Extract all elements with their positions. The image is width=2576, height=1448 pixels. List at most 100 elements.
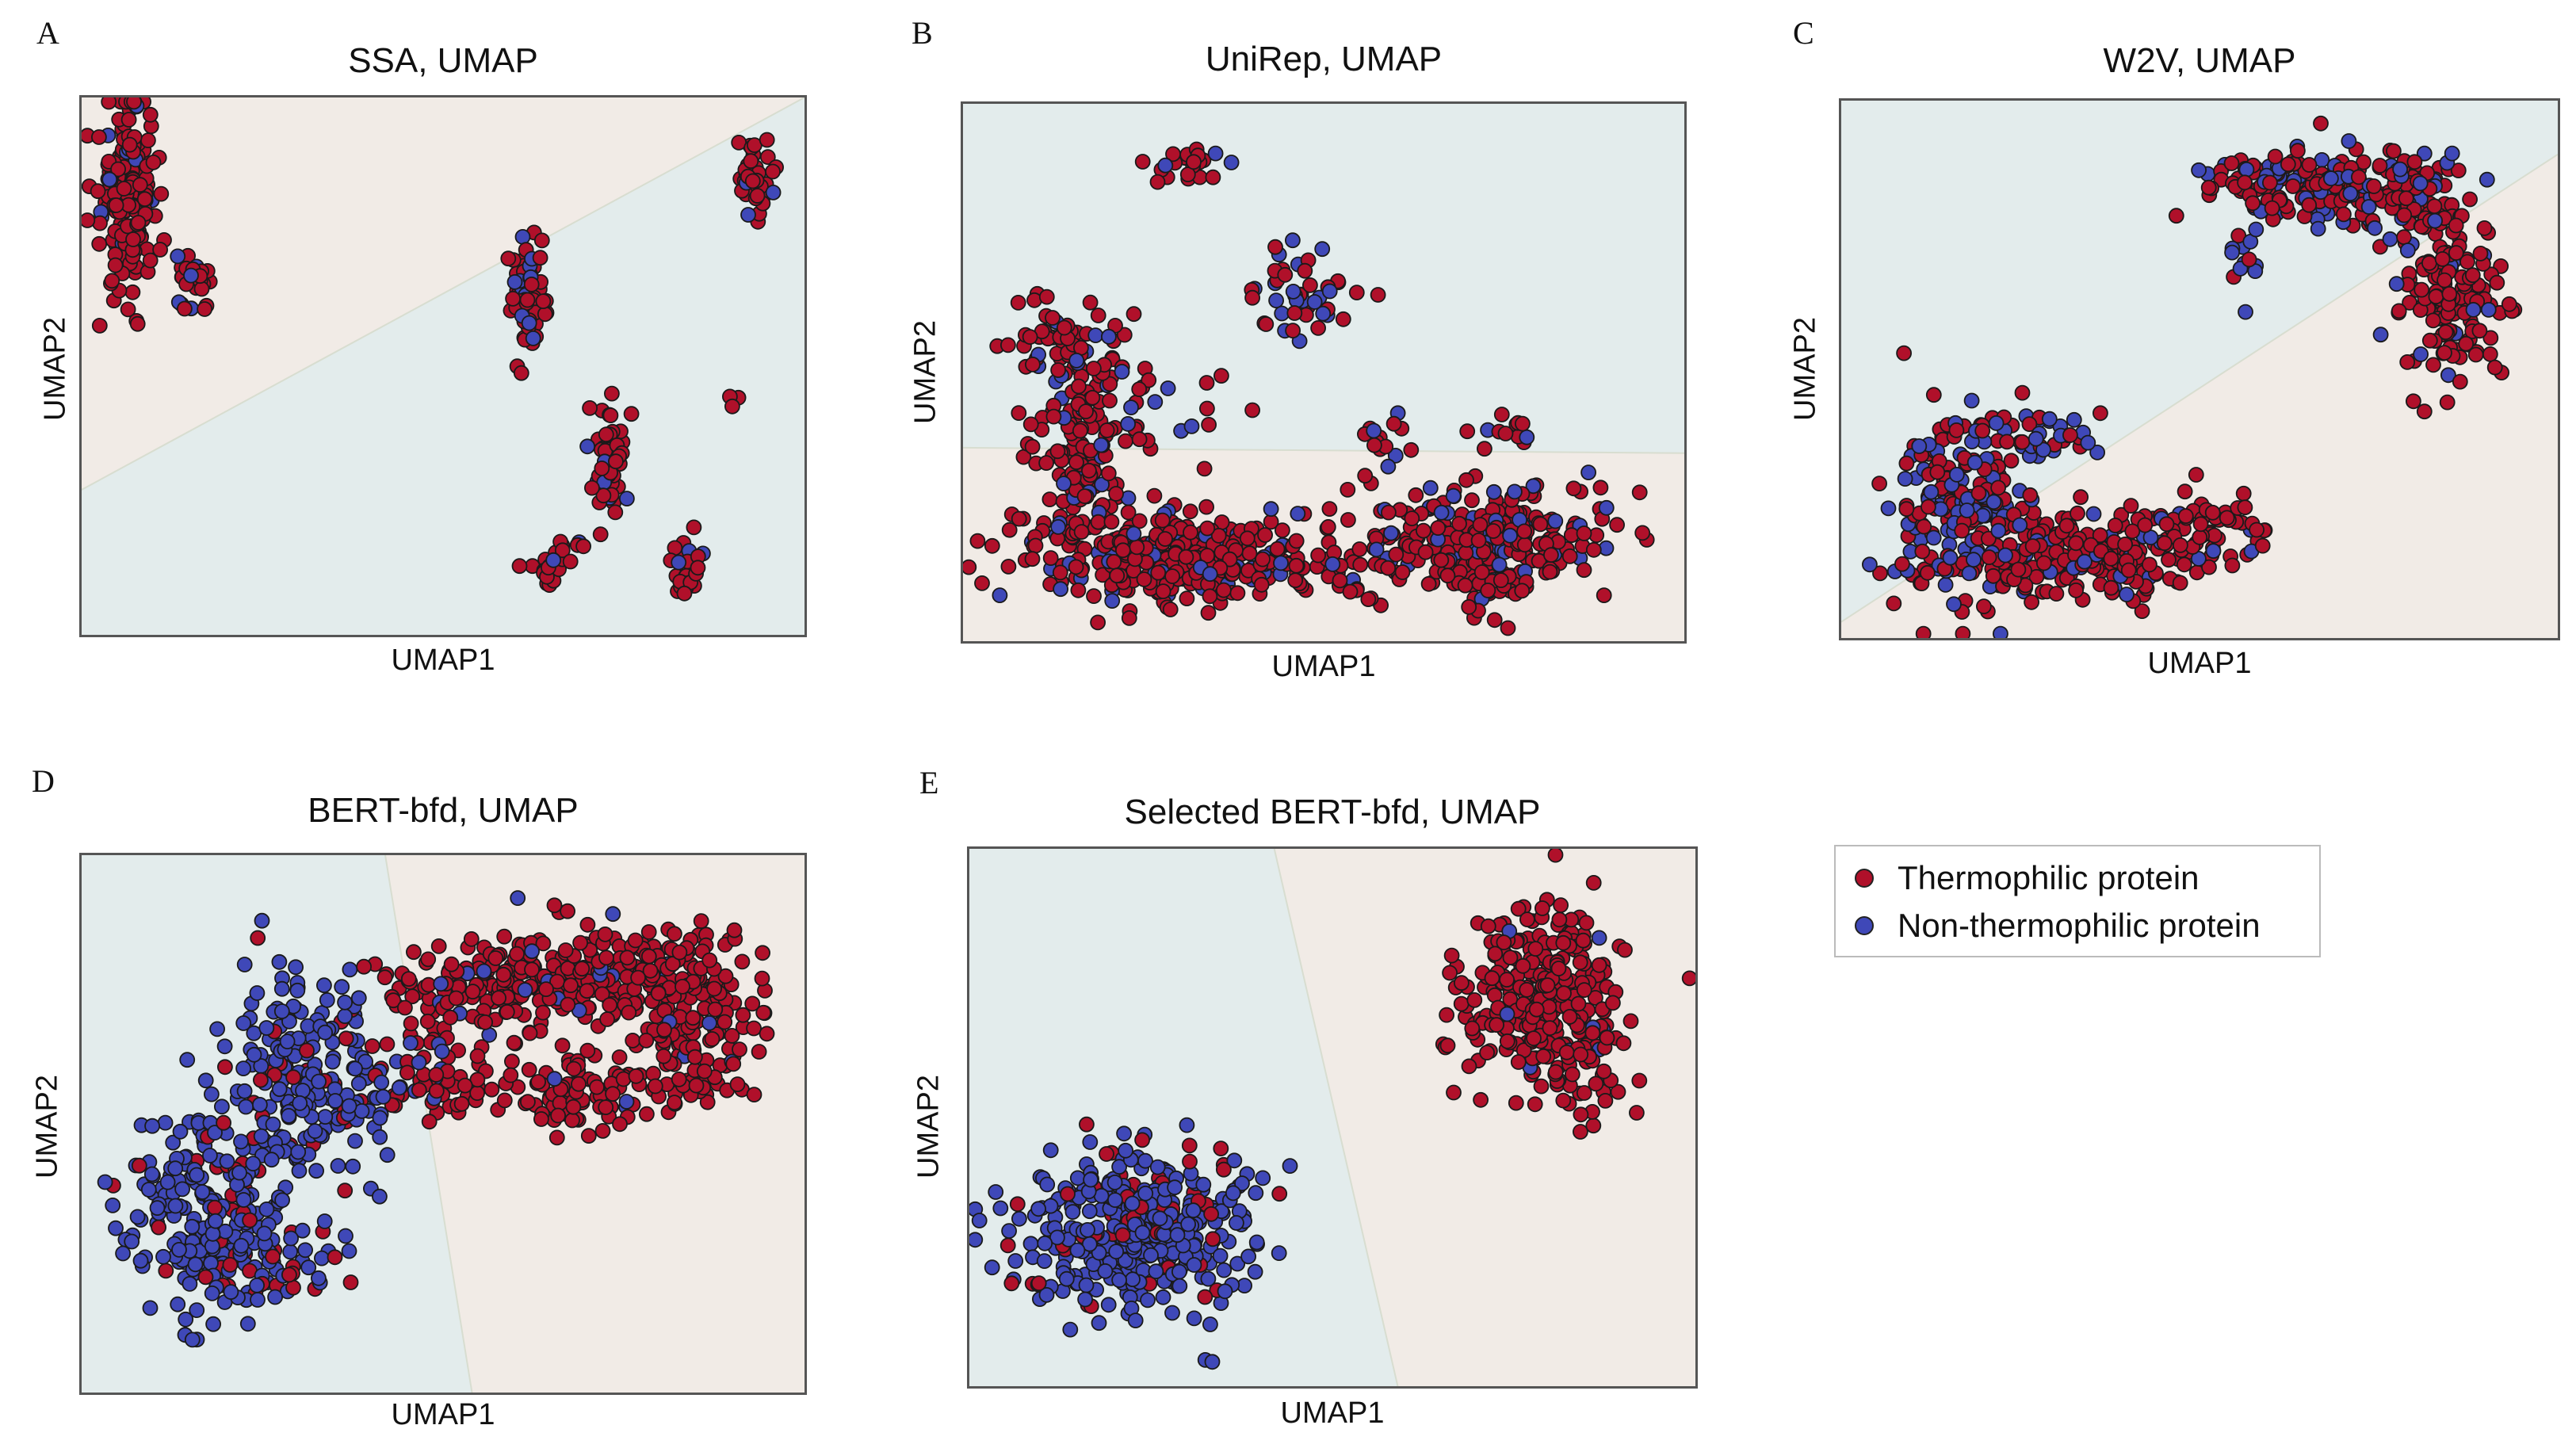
point-non-thermophilic bbox=[231, 1164, 247, 1181]
point-thermophilic bbox=[519, 292, 536, 308]
point-non-thermophilic bbox=[1282, 1158, 1298, 1175]
point-non-thermophilic bbox=[1880, 500, 1897, 517]
point-thermophilic bbox=[430, 938, 447, 954]
point-thermophilic bbox=[520, 1094, 536, 1110]
point-thermophilic bbox=[1255, 551, 1271, 567]
point-thermophilic bbox=[554, 542, 571, 559]
point-thermophilic bbox=[505, 290, 521, 307]
point-thermophilic bbox=[2010, 561, 2027, 578]
point-non-thermophilic bbox=[1966, 454, 1983, 471]
point-non-thermophilic bbox=[300, 1259, 317, 1276]
point-non-thermophilic bbox=[1120, 415, 1137, 432]
point-thermophilic bbox=[1585, 875, 1602, 891]
point-thermophilic bbox=[656, 1022, 672, 1038]
point-thermophilic bbox=[625, 1032, 641, 1049]
point-thermophilic bbox=[1622, 1013, 1639, 1030]
point-thermophilic bbox=[1510, 900, 1527, 917]
point-thermophilic bbox=[1588, 1075, 1604, 1092]
point-thermophilic bbox=[530, 1074, 546, 1090]
point-non-thermophilic bbox=[1314, 241, 1331, 258]
decision-boundary bbox=[1273, 849, 1399, 1386]
point-thermophilic bbox=[655, 1048, 672, 1064]
point-non-thermophilic bbox=[2382, 231, 2398, 247]
point-thermophilic bbox=[1310, 319, 1327, 336]
point-thermophilic bbox=[1154, 512, 1171, 529]
point-thermophilic bbox=[1576, 1085, 1592, 1101]
panel-b-xlabel: UMAP1 bbox=[1271, 650, 1376, 683]
point-non-thermophilic bbox=[1925, 529, 1942, 546]
point-thermophilic bbox=[2425, 312, 2441, 329]
point-thermophilic bbox=[2219, 510, 2235, 526]
point-non-thermophilic bbox=[1157, 157, 1174, 174]
point-thermophilic bbox=[2249, 522, 2265, 538]
point-thermophilic bbox=[2134, 603, 2150, 619]
point-thermophilic bbox=[1241, 545, 1258, 562]
point-thermophilic bbox=[1090, 614, 1106, 631]
point-thermophilic bbox=[557, 942, 574, 958]
point-non-thermophilic bbox=[433, 976, 449, 992]
point-thermophilic bbox=[579, 1042, 596, 1059]
point-thermophilic bbox=[638, 1032, 655, 1049]
point-thermophilic bbox=[129, 315, 146, 332]
point-thermophilic bbox=[1099, 422, 1115, 438]
point-non-thermophilic bbox=[2444, 145, 2460, 162]
point-non-thermophilic bbox=[157, 1114, 174, 1131]
point-thermophilic bbox=[1458, 472, 1474, 488]
point-thermophilic bbox=[1894, 556, 1910, 572]
point-thermophilic bbox=[627, 932, 644, 949]
point-non-thermophilic bbox=[256, 1225, 273, 1242]
point-thermophilic bbox=[2290, 143, 2306, 159]
point-non-thermophilic bbox=[605, 906, 621, 923]
point-thermophilic bbox=[765, 163, 781, 180]
point-non-thermophilic bbox=[992, 587, 1008, 603]
point-non-thermophilic bbox=[1445, 487, 1462, 504]
point-non-thermophilic bbox=[1022, 1236, 1039, 1252]
point-non-thermophilic bbox=[1114, 364, 1130, 380]
point-thermophilic bbox=[533, 232, 550, 249]
point-thermophilic bbox=[1285, 323, 1301, 339]
point-non-thermophilic bbox=[178, 1311, 194, 1328]
point-thermophilic bbox=[90, 129, 107, 145]
point-thermophilic bbox=[2489, 274, 2505, 291]
point-non-thermophilic bbox=[1433, 504, 1450, 521]
point-thermophilic bbox=[1896, 345, 1912, 361]
point-thermophilic bbox=[594, 460, 610, 476]
point-thermophilic bbox=[403, 1015, 419, 1032]
point-thermophilic bbox=[2467, 346, 2484, 363]
point-non-thermophilic bbox=[1155, 1289, 1171, 1305]
point-thermophilic bbox=[1146, 487, 1163, 504]
point-thermophilic bbox=[2471, 323, 2488, 339]
point-thermophilic bbox=[984, 537, 1000, 554]
point-thermophilic bbox=[1925, 387, 1942, 403]
point-thermophilic bbox=[1342, 583, 1359, 600]
point-non-thermophilic bbox=[204, 1225, 221, 1242]
point-non-thermophilic bbox=[1963, 392, 1980, 409]
point-thermophilic bbox=[1335, 311, 1351, 327]
point-non-thermophilic bbox=[1315, 305, 1332, 322]
point-thermophilic bbox=[584, 479, 600, 496]
point-thermophilic bbox=[1090, 514, 1106, 530]
point-thermophilic bbox=[1070, 582, 1087, 598]
point-thermophilic bbox=[242, 1212, 258, 1228]
point-thermophilic bbox=[1114, 542, 1131, 559]
point-non-thermophilic bbox=[197, 1072, 214, 1089]
point-thermophilic bbox=[1080, 462, 1097, 479]
point-thermophilic bbox=[1496, 934, 1512, 950]
point-non-thermophilic bbox=[282, 1244, 299, 1260]
point-thermophilic bbox=[1381, 504, 1397, 521]
point-non-thermophilic bbox=[182, 1276, 198, 1292]
point-thermophilic bbox=[385, 992, 402, 1009]
point-thermophilic bbox=[1570, 995, 1587, 1012]
panel-c-plot bbox=[1839, 98, 2560, 640]
point-non-thermophilic bbox=[315, 977, 332, 994]
point-thermophilic bbox=[1157, 531, 1173, 547]
point-thermophilic bbox=[1555, 1092, 1572, 1109]
scatter-points bbox=[963, 141, 1655, 636]
point-thermophilic bbox=[1340, 481, 1356, 498]
point-thermophilic bbox=[342, 1274, 359, 1290]
point-non-thermophilic bbox=[115, 1245, 131, 1262]
point-non-thermophilic bbox=[1011, 1210, 1027, 1227]
point-thermophilic bbox=[1213, 1140, 1229, 1157]
point-non-thermophilic bbox=[988, 1184, 1004, 1200]
point-thermophilic bbox=[399, 1064, 415, 1081]
